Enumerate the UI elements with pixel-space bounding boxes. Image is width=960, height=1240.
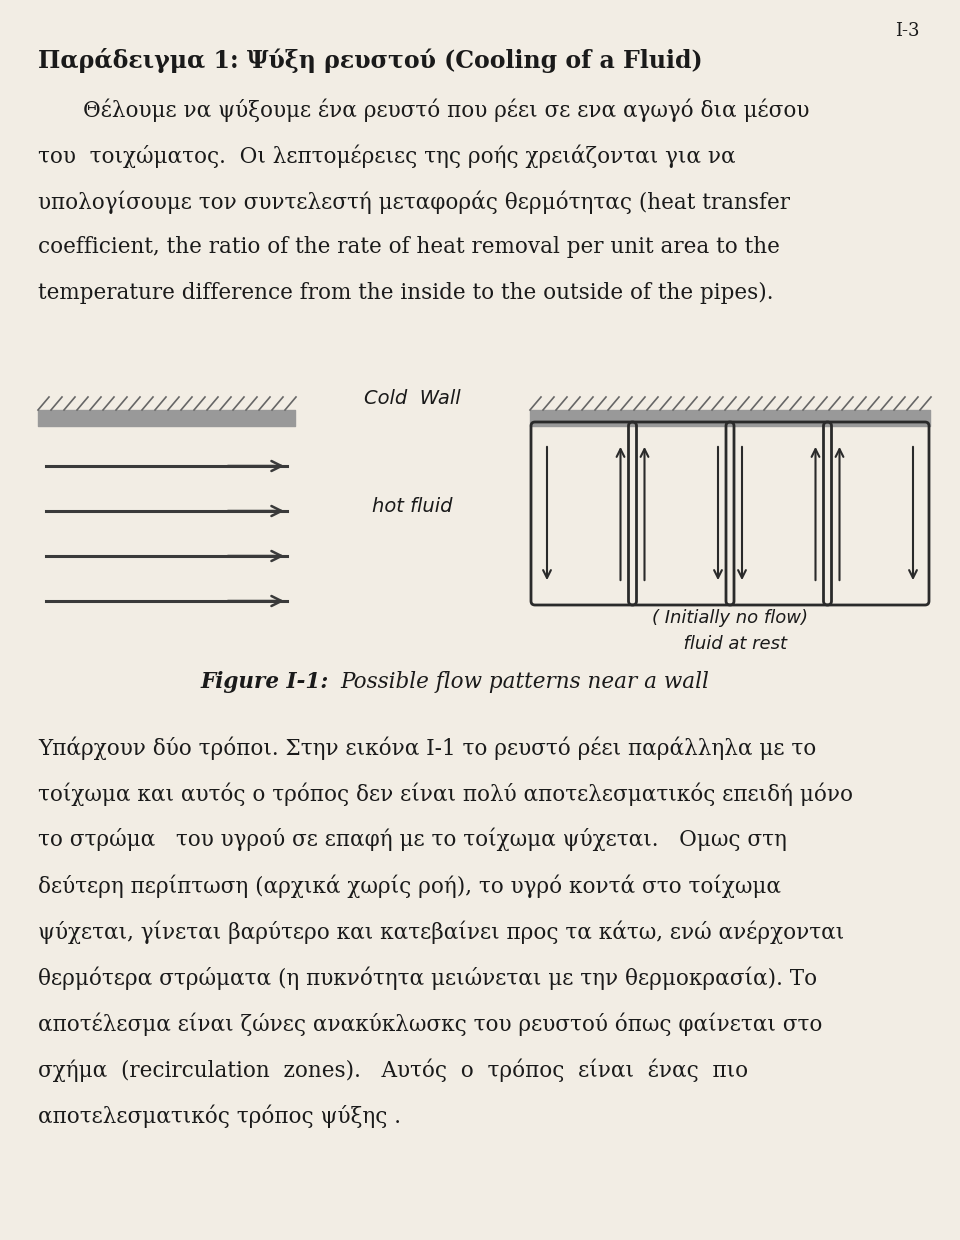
Text: Figure I-1:: Figure I-1: [200, 671, 328, 693]
Text: ψύχεται, γίνεται βαρύτερο και κατεβαίνει προς τα κάτω, ενώ ανέρχονται: ψύχεται, γίνεται βαρύτερο και κατεβαίνει… [38, 920, 844, 944]
Text: δεύτερη περίπτωση (αρχικά χωρίς ροή), το υγρό κοντά στο τοίχωμα: δεύτερη περίπτωση (αρχικά χωρίς ροή), το… [38, 874, 781, 898]
Text: Παράδειγμα 1: Ψύξη ρευστού (Cooling of a Fluid): Παράδειγμα 1: Ψύξη ρευστού (Cooling of a… [38, 48, 703, 73]
Text: τοίχωμα και αυτός ο τρόπος δεν είναι πολύ αποτελεσματικός επειδή μόνο: τοίχωμα και αυτός ο τρόπος δεν είναι πολ… [38, 782, 853, 806]
Text: temperature difference from the inside to the outside of the pipes).: temperature difference from the inside t… [38, 281, 774, 304]
Text: ( Initially no flow)
  fluid at rest: ( Initially no flow) fluid at rest [652, 609, 808, 653]
Text: coefficient, the ratio of the rate of heat removal per unit area to the: coefficient, the ratio of the rate of he… [38, 236, 780, 258]
Text: Υπάρχουν δύο τρόποι. Στην εικόνα Ι-1 το ρευστό ρέει παράλληλα με το: Υπάρχουν δύο τρόποι. Στην εικόνα Ι-1 το … [38, 737, 816, 759]
Text: hot fluid: hot fluid [372, 496, 453, 516]
Text: Possible flow patterns near a wall: Possible flow patterns near a wall [340, 671, 708, 693]
Text: Θέλουμε να ψύξουμε ένα ρευστό που ρέει σε ενα αγωγό δια μέσου: Θέλουμε να ψύξουμε ένα ρευστό που ρέει σ… [83, 98, 809, 122]
Text: αποτέλεσμα είναι ζώνες ανακύκλωσκς του ρευστού όπως φαίνεται στο: αποτέλεσμα είναι ζώνες ανακύκλωσκς του ρ… [38, 1012, 823, 1035]
Text: σχήμα  (recirculation  zones).   Αυτός  ο  τρόπος  είναι  ένας  πιο: σχήμα (recirculation zones). Αυτός ο τρό… [38, 1058, 748, 1081]
Text: αποτελεσματικός τρόπος ψύξης .: αποτελεσματικός τρόπος ψύξης . [38, 1104, 401, 1127]
Text: το στρώμα   του υγρού σε επαφή με το τοίχωμα ψύχεται.   Ομως στη: το στρώμα του υγρού σε επαφή με το τοίχω… [38, 828, 787, 852]
Text: I-3: I-3 [896, 22, 920, 40]
Text: Cold  Wall: Cold Wall [364, 389, 461, 408]
Text: του  τοιχώματος.  Οι λεπτομέρειες της ροής χρειάζονται για να: του τοιχώματος. Οι λεπτομέρειες της ροής… [38, 144, 735, 167]
Text: θερμότερα στρώματα (η πυκνότητα μειώνεται με την θερμοκρασία). Το: θερμότερα στρώματα (η πυκνότητα μειώνετα… [38, 966, 817, 990]
Text: υπολογίσουμε τον συντελεστή μεταφοράς θερμότητας (heat transfer: υπολογίσουμε τον συντελεστή μεταφοράς θε… [38, 190, 790, 213]
